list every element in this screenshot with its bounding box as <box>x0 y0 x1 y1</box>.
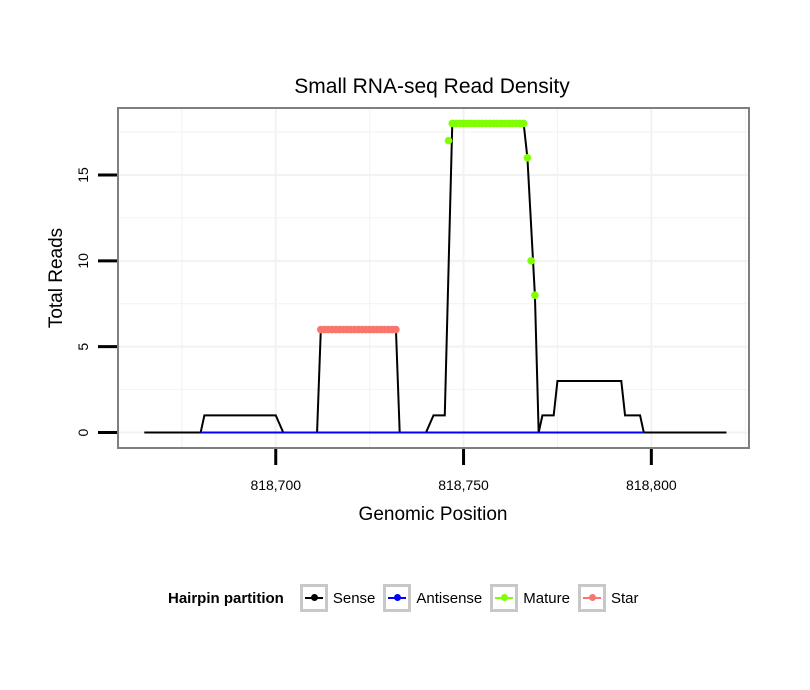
legend-key-sense <box>299 584 328 612</box>
legend-title: Hairpin partition <box>168 589 284 607</box>
legend-label-sense: Sense <box>332 589 376 607</box>
axes-layer: 818,700 818,750 818,800 0 5 10 15 <box>75 167 677 493</box>
x-tick-label: 818,800 <box>626 477 677 493</box>
x-tick-label: 818,750 <box>438 477 489 493</box>
series-mature-point <box>523 153 532 162</box>
plot-panel <box>117 107 750 449</box>
legend-item-antisense: Antisense <box>383 584 482 612</box>
x-axis-label: Genomic Position <box>359 504 508 525</box>
grid-lines <box>119 109 748 447</box>
y-tick-label: 5 <box>75 343 91 351</box>
series-star-point <box>392 325 400 334</box>
legend-item-sense: Sense <box>299 584 376 612</box>
y-tick-label: 15 <box>75 167 91 183</box>
y-tick-label: 10 <box>75 253 91 269</box>
y-axis-label: Total Reads <box>46 228 67 328</box>
legend-label-star: Star <box>610 589 639 607</box>
series-layer <box>144 119 727 434</box>
legend-label-mature: Mature <box>523 589 570 607</box>
chart-title: Small RNA-seq Read Density <box>294 75 570 98</box>
legend-item-star: Star <box>577 584 639 612</box>
series-mature-point <box>527 257 535 265</box>
legend-key-antisense <box>383 584 412 612</box>
series-mature-point <box>531 291 539 299</box>
read-density-chart: Small RNA-seq Read Density 818,700 818,75… <box>46 75 750 525</box>
legend-label-antisense: Antisense <box>416 589 483 607</box>
series-mature-point <box>444 136 453 145</box>
y-tick-label: 0 <box>75 428 91 436</box>
legend-item-mature: Mature <box>490 584 570 612</box>
series-mature-point <box>519 119 528 128</box>
legend-key-mature <box>490 584 519 612</box>
legend: Hairpin partition Sense Antisense Mature… <box>168 584 646 612</box>
legend-key-star <box>577 584 606 612</box>
x-tick-label: 818,700 <box>250 477 301 493</box>
